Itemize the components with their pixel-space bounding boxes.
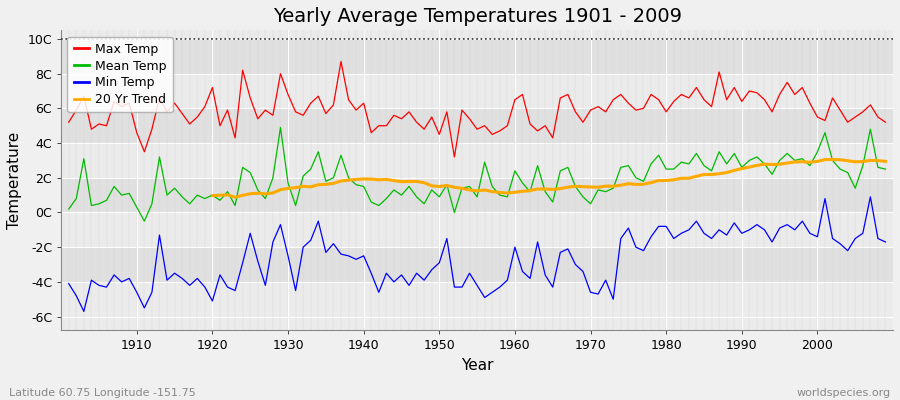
Text: worldspecies.org: worldspecies.org — [796, 388, 891, 398]
Bar — [61, 108, 893, 143]
Bar — [61, 30, 893, 39]
Bar — [61, 282, 893, 316]
Y-axis label: Temperature: Temperature — [7, 132, 22, 229]
X-axis label: Year: Year — [461, 358, 493, 373]
Bar — [61, 74, 893, 108]
Bar — [61, 39, 893, 74]
Title: Yearly Average Temperatures 1901 - 2009: Yearly Average Temperatures 1901 - 2009 — [273, 7, 681, 26]
Legend: Max Temp, Mean Temp, Min Temp, 20 Yr Trend: Max Temp, Mean Temp, Min Temp, 20 Yr Tre… — [68, 36, 173, 112]
Bar — [61, 143, 893, 178]
Bar — [61, 247, 893, 282]
Bar — [61, 212, 893, 247]
Text: Latitude 60.75 Longitude -151.75: Latitude 60.75 Longitude -151.75 — [9, 388, 196, 398]
Bar — [61, 178, 893, 212]
Bar — [61, 316, 893, 330]
